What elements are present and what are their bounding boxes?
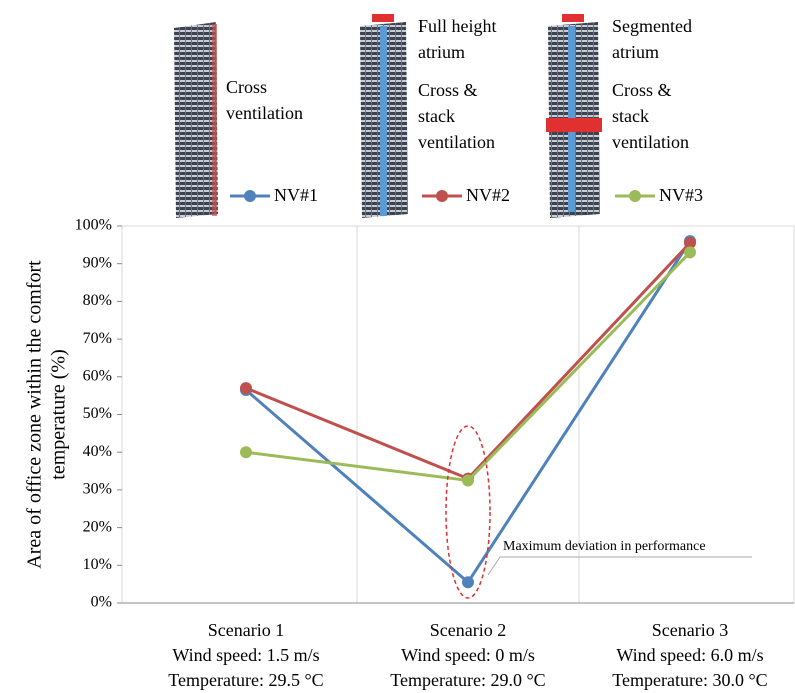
legend-label: NV#2	[466, 185, 510, 205]
illustration-caption: Cross &	[612, 80, 672, 100]
y-axis-label: Area of office zone within the comfort	[24, 260, 46, 569]
x-tick-label: Temperature: 29.5 °C	[168, 670, 323, 690]
illustration-caption: Segmented	[612, 16, 692, 36]
tower-facade	[212, 24, 217, 216]
annotation-leader	[487, 556, 501, 576]
x-tick-label: Wind speed: 6.0 m/s	[616, 645, 763, 665]
y-tick-label: 60%	[83, 367, 112, 384]
x-tick-label: Temperature: 30.0 °C	[612, 670, 767, 690]
y-tick-label: 0%	[91, 594, 112, 611]
y-tick-label: 90%	[83, 254, 112, 271]
x-tick-label: Scenario 2	[430, 620, 506, 640]
illustration-caption: ventilation	[612, 132, 689, 152]
y-tick-label: 50%	[83, 405, 112, 422]
data-point	[684, 236, 696, 249]
data-point	[240, 382, 252, 395]
illustration-caption: stack	[418, 106, 455, 126]
legend-marker	[244, 190, 256, 202]
atrium-vent	[562, 14, 584, 22]
data-point	[462, 474, 474, 487]
annotation: Maximum deviation in performance	[503, 539, 706, 554]
sky-garden	[546, 118, 602, 132]
illustration-caption: atrium	[612, 42, 659, 62]
data-point	[462, 576, 474, 589]
illustration-caption: Cross &	[418, 80, 478, 100]
y-axis-label: temperature (%)	[48, 349, 70, 479]
illustration-caption: Cross	[226, 77, 267, 97]
illustration-caption: Full height	[418, 16, 497, 36]
legend-label: NV#3	[659, 185, 703, 205]
tower-illustrations	[174, 14, 602, 218]
x-tick-label: Scenario 3	[652, 620, 728, 640]
x-tick-label: Scenario 1	[208, 620, 284, 640]
illustration-caption: ventilation	[418, 132, 495, 152]
tower	[174, 22, 218, 218]
x-tick-label: Wind speed: 1.5 m/s	[172, 645, 319, 665]
x-tick-label: Temperature: 29.0 °C	[390, 670, 545, 690]
atrium	[380, 26, 387, 216]
series-line	[245, 240, 692, 585]
y-tick-label: 80%	[83, 292, 112, 309]
y-tick-label: 30%	[83, 481, 112, 498]
y-tick-label: 70%	[83, 330, 112, 347]
data-point	[240, 446, 252, 459]
illustration-caption: stack	[612, 106, 649, 126]
data-point	[684, 246, 696, 259]
y-tick-label: 100%	[75, 217, 112, 234]
illustration-caption: atrium	[418, 42, 465, 62]
x-tick-label: Wind speed: 0 m/s	[401, 645, 535, 665]
y-tick-label: 20%	[83, 518, 112, 535]
legend-marker	[629, 190, 641, 202]
atrium-vent	[372, 14, 394, 22]
illustration-caption: ventilation	[226, 103, 303, 123]
legend-marker	[436, 190, 448, 202]
y-tick-label: 10%	[83, 556, 112, 573]
legend-label: NV#1	[274, 185, 318, 205]
series-line	[245, 241, 692, 481]
highlight-ellipse	[445, 425, 491, 599]
y-tick-label: 40%	[83, 443, 112, 460]
